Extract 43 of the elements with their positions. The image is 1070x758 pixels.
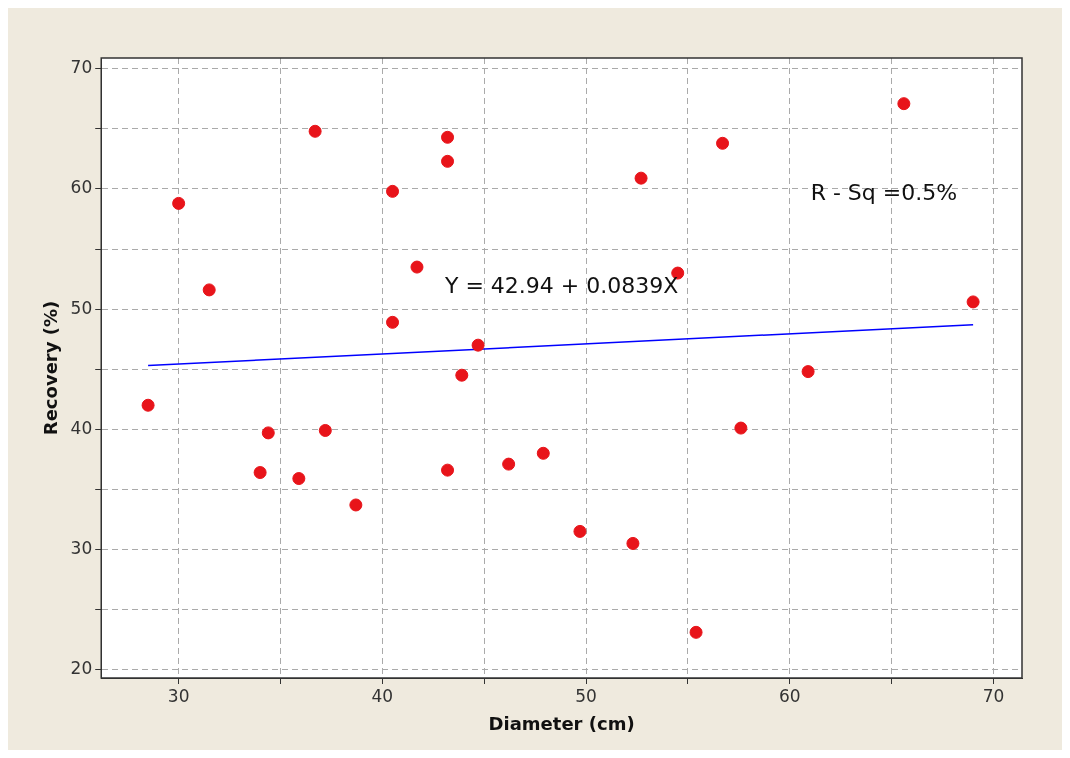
- point: [573, 524, 587, 538]
- x-axis-title: Diameter (cm): [488, 712, 635, 734]
- point: [471, 338, 485, 352]
- point: [966, 295, 980, 309]
- point: [172, 196, 186, 210]
- point: [441, 463, 455, 477]
- point: [502, 457, 516, 471]
- y-tick-label: 30: [70, 537, 93, 558]
- point: [318, 423, 332, 437]
- point: [689, 625, 703, 639]
- point: [734, 421, 748, 435]
- x-tick-label: 40: [371, 685, 394, 706]
- x-tick-label: 50: [575, 685, 597, 706]
- point: [308, 124, 322, 138]
- point: [386, 315, 400, 329]
- point: [253, 466, 267, 480]
- point: [897, 97, 911, 111]
- point: [536, 446, 550, 460]
- y-tick-label: 60: [70, 177, 93, 198]
- y-tick-label: 50: [70, 297, 93, 318]
- y-tick-label: 70: [70, 57, 93, 78]
- x-tick-label: 30: [167, 685, 190, 706]
- point: [626, 536, 640, 550]
- annotation: R - Sq =0.5%: [810, 180, 958, 206]
- y-tick-label: 40: [70, 417, 93, 438]
- point: [441, 130, 455, 144]
- point: [202, 283, 216, 297]
- point: [141, 398, 155, 412]
- point: [386, 184, 400, 198]
- point: [441, 154, 455, 168]
- point: [634, 171, 648, 185]
- point: [801, 365, 815, 379]
- point: [410, 260, 424, 274]
- point: [349, 498, 363, 512]
- x-tick-label: 70: [982, 685, 1005, 706]
- annotation: Y = 42.94 + 0.0839X: [443, 273, 679, 299]
- y-tick-label: 20: [70, 658, 93, 679]
- point: [455, 368, 469, 382]
- x-tick-label: 60: [778, 685, 801, 706]
- point: [292, 472, 306, 486]
- point: [716, 136, 730, 150]
- point: [261, 426, 275, 440]
- y-axis-title: Recovery (%): [40, 300, 62, 436]
